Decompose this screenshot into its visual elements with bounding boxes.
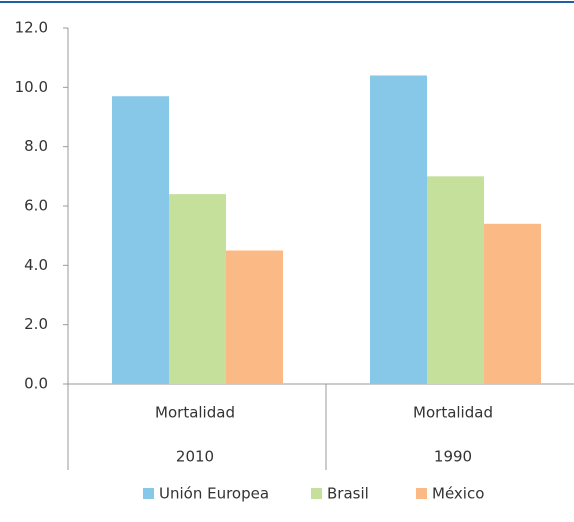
legend-label: Unión Europea bbox=[159, 485, 269, 503]
x-tick-label: 1990 bbox=[434, 448, 472, 466]
bar bbox=[427, 176, 484, 384]
bar bbox=[169, 194, 226, 384]
legend-label: Brasil bbox=[327, 485, 369, 503]
legend-swatch bbox=[416, 488, 427, 499]
y-tick-label: 6.0 bbox=[24, 197, 48, 215]
y-tick-label: 0.0 bbox=[24, 375, 48, 393]
legend-swatch bbox=[311, 488, 322, 499]
bar bbox=[112, 96, 169, 384]
y-tick-label: 8.0 bbox=[24, 137, 48, 155]
legend-swatch bbox=[143, 488, 154, 499]
bar bbox=[226, 250, 283, 384]
x-tick-label: Mortalidad bbox=[413, 404, 493, 422]
x-tick-label: 2010 bbox=[176, 448, 214, 466]
y-tick-label: 4.0 bbox=[24, 256, 48, 274]
y-tick-label: 2.0 bbox=[24, 315, 48, 333]
x-tick-label: Mortalidad bbox=[155, 404, 235, 422]
legend-label: México bbox=[432, 485, 484, 503]
bar bbox=[484, 223, 541, 384]
y-tick-label: 10.0 bbox=[15, 78, 48, 96]
y-tick-label: 12.0 bbox=[15, 19, 48, 37]
bar bbox=[370, 75, 427, 384]
